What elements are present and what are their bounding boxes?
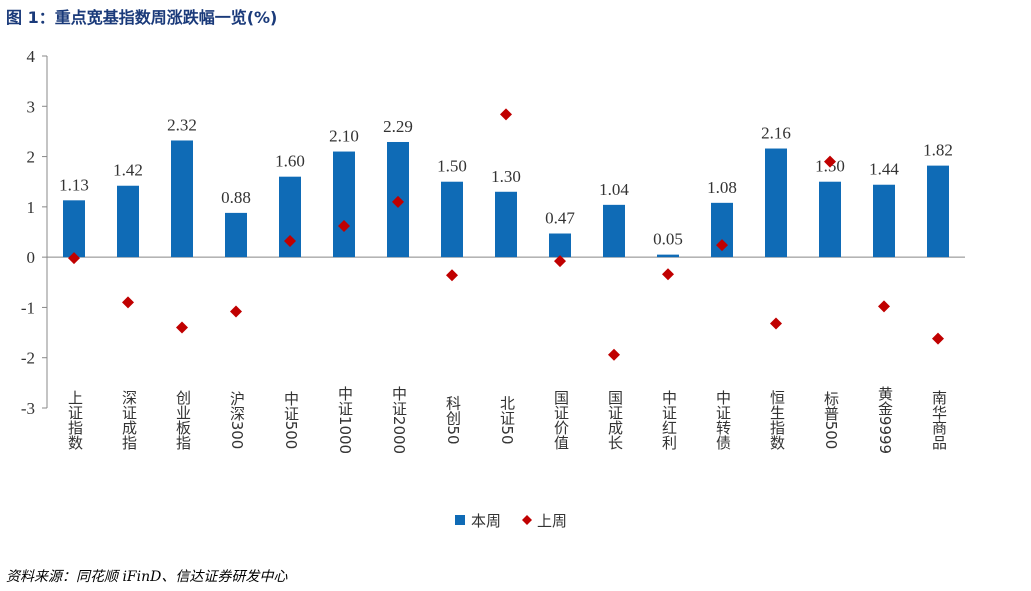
bar-data-label: 1.44: [869, 160, 899, 179]
category-label: 深证成指: [120, 390, 138, 451]
y-tick-label: 2: [27, 148, 36, 167]
category-label: 国证成长: [606, 390, 624, 450]
y-tick-label: 3: [27, 97, 36, 116]
marker-last-week: [932, 332, 944, 345]
bar-data-label: 0.88: [221, 188, 251, 207]
category-label: 科创50: [444, 395, 462, 444]
bar-this-week: [279, 176, 301, 258]
category-label: 中证500: [282, 391, 300, 450]
category-label: 北证50: [498, 395, 516, 444]
category-label: 南华商品: [930, 390, 948, 450]
category-label: 标普500: [822, 391, 840, 450]
bar-data-label: 1.08: [707, 178, 737, 197]
bar-this-week: [657, 254, 679, 258]
category-label: 中证2000: [390, 386, 408, 454]
category-label: 沪深300: [228, 391, 246, 450]
chart-title: 图 1：重点宽基指数周涨跌幅一览(%): [6, 8, 278, 27]
bar-data-label: 1.04: [599, 180, 629, 199]
bar-data-label: 1.82: [923, 141, 953, 160]
marker-last-week: [176, 321, 188, 334]
marker-last-week: [446, 269, 458, 282]
legend-marker-swatch: [522, 515, 532, 525]
bar-this-week: [171, 140, 193, 258]
y-tick-label: 1: [27, 198, 36, 217]
bar-this-week: [765, 148, 787, 258]
y-tick-label: -1: [21, 298, 35, 317]
bar-data-label: 1.13: [59, 175, 89, 194]
category-label: 黄金9999: [876, 386, 894, 454]
bar-this-week: [117, 185, 139, 258]
bar-data-label: 1.42: [113, 161, 143, 180]
marker-last-week: [608, 348, 620, 361]
legend-label-last-week: 上周: [537, 512, 567, 530]
y-tick-label: 4: [27, 47, 36, 66]
source-note: 资料来源：同花顺 iFinD、信达证券研发中心: [6, 569, 288, 585]
marker-last-week: [230, 305, 242, 318]
bar-this-week: [333, 151, 355, 258]
bar-data-label: 1.60: [275, 152, 305, 171]
y-tick-label: 0: [27, 248, 36, 267]
category-label: 中证1000: [336, 386, 354, 454]
bar-data-label: 2.10: [329, 127, 359, 146]
marker-last-week: [878, 300, 890, 313]
category-label: 中证转债: [714, 390, 732, 450]
bar-this-week: [549, 233, 571, 258]
bar-this-week: [63, 200, 85, 258]
marker-last-week: [770, 317, 782, 330]
y-tick-label: -2: [21, 349, 35, 368]
bar-data-label: 0.47: [545, 209, 575, 228]
category-label: 中证红利: [660, 390, 678, 450]
legend-label-this-week: 本周: [471, 512, 501, 530]
marker-last-week: [284, 235, 296, 248]
bar-data-label: 2.32: [167, 115, 197, 134]
marker-last-week: [500, 108, 512, 121]
marker-last-week: [392, 195, 404, 208]
bar-this-week: [927, 165, 949, 258]
category-label: 国证价值: [552, 390, 570, 450]
marker-last-week: [68, 252, 80, 265]
marker-last-week: [338, 219, 350, 232]
marker-last-week: [554, 255, 566, 268]
marker-last-week: [716, 239, 728, 252]
category-label: 创业板指: [174, 390, 192, 451]
legend-bar-swatch: [455, 515, 465, 525]
bar-data-label: 1.50: [437, 157, 467, 176]
marker-last-week: [824, 155, 836, 168]
marker-last-week: [662, 268, 674, 281]
y-tick-label: -3: [21, 399, 35, 418]
bar-this-week: [495, 191, 517, 258]
bar-this-week: [603, 204, 625, 258]
marker-last-week: [122, 296, 134, 309]
bar-this-week: [873, 184, 895, 258]
bar-data-label: 2.16: [761, 124, 791, 143]
bar-this-week: [819, 181, 841, 258]
plot-area: -3 -2 -1 0 1 2 3 4 1.13 上证指数 1.42 深证成指 2.32 创业板指 0.88 沪…: [21, 47, 965, 530]
bar-data-label: 2.29: [383, 117, 413, 136]
bar-data-label: 0.05: [653, 230, 683, 249]
bar-this-week: [441, 181, 463, 258]
bar-this-week: [225, 212, 247, 258]
category-label: 上证指数: [66, 390, 84, 450]
bar-this-week: [711, 202, 733, 258]
category-label: 恒生指数: [768, 390, 786, 450]
bar-data-label: 1.30: [491, 167, 521, 186]
